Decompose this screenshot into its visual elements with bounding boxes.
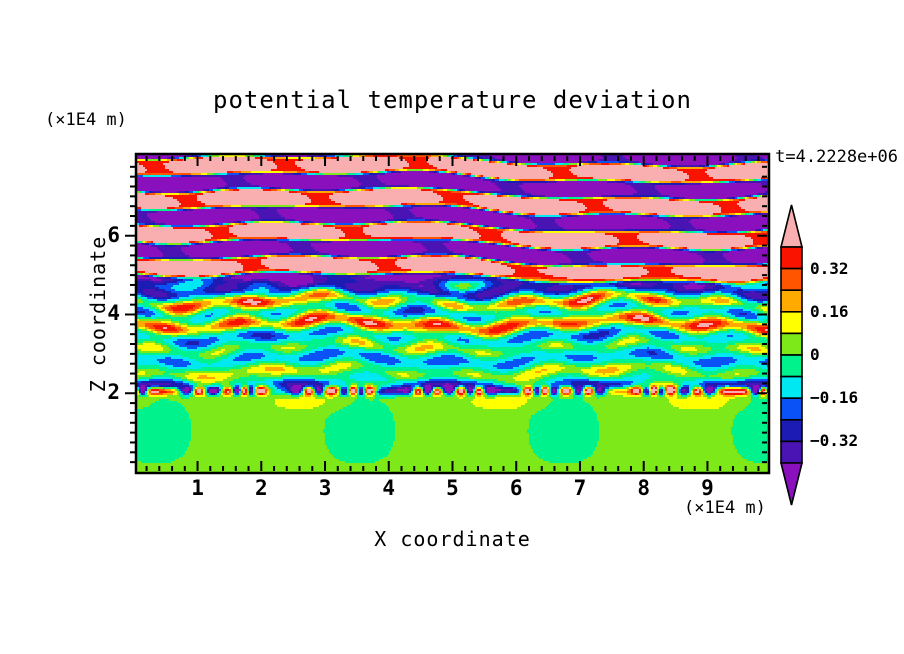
z-tick-label: 6: [107, 222, 120, 247]
colorbar-upper-arrow: [779, 204, 804, 248]
colorbar-segment: [780, 375, 803, 400]
colorbar-segment: [780, 289, 803, 313]
x-axis-title: X coordinate: [374, 527, 531, 551]
z-tick-label: 4: [107, 301, 120, 326]
colorbar-lower-arrow: [779, 462, 804, 506]
x-tick-label: 6: [509, 476, 523, 500]
colorbar-segment: [780, 354, 803, 378]
z-axis-title: Z coordinate: [86, 235, 110, 393]
colorbar: [779, 204, 804, 506]
x-tick-label: 5: [446, 476, 459, 500]
colorbar-segment: [780, 246, 803, 270]
colorbar-tick-label: 0.16: [810, 301, 849, 321]
colorbar-tick-label: 0.32: [810, 258, 849, 278]
z-axis-units-label: (×1E4 m): [45, 110, 127, 130]
colorbar-segment: [780, 332, 803, 356]
colorbar-segment: [780, 440, 803, 464]
plot-area: [137, 155, 768, 472]
colorbar-segment: [780, 267, 803, 291]
colorbar-tick-label: −0.32: [810, 431, 859, 451]
x-axis-units-label: (×1E4 m): [684, 498, 766, 518]
x-tick-label: 3: [318, 476, 332, 500]
timestamp-label: t=4.2228e+06: [775, 147, 898, 167]
colorbar-segment: [780, 419, 803, 443]
x-tick-label: 1: [191, 476, 204, 500]
colorbar-tick-label: 0: [810, 345, 820, 364]
x-tick-label: 2: [254, 476, 268, 500]
colorbar-segment: [780, 397, 803, 421]
colorbar-segment: [780, 311, 803, 335]
x-tick-label: 8: [637, 476, 651, 500]
x-tick-label: 9: [701, 476, 714, 500]
temperature-field-heatmap: [137, 155, 768, 472]
x-tick-label: 4: [382, 476, 396, 500]
x-tick-label: 7: [573, 476, 587, 500]
colorbar-tick-label: −0.16: [810, 388, 859, 408]
figure-title: potential temperature deviation: [213, 86, 692, 114]
z-tick-label: 2: [107, 380, 120, 405]
